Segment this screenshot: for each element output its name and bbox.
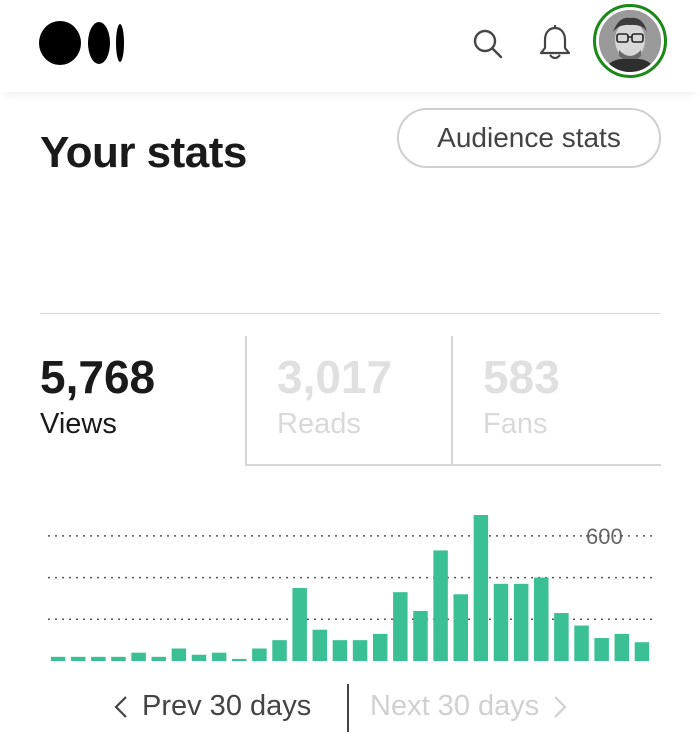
views-label: Views xyxy=(40,408,117,440)
chart-bar[interactable] xyxy=(493,583,509,661)
top-navigation-bar xyxy=(0,0,700,92)
fans-count: 583 xyxy=(483,351,560,403)
audience-stats-button[interactable]: Audience stats xyxy=(397,108,661,168)
search-icon[interactable] xyxy=(470,26,506,62)
tab-fans[interactable]: 583 Fans xyxy=(451,336,661,466)
reads-label: Reads xyxy=(277,408,361,440)
reads-count: 3,017 xyxy=(277,351,393,403)
next-label: Next 30 days xyxy=(370,690,540,722)
chart-bar[interactable] xyxy=(252,648,267,661)
chevron-right-icon xyxy=(554,695,567,718)
pager-separator xyxy=(347,684,349,732)
chart-bar[interactable] xyxy=(232,658,247,661)
chart-bar[interactable] xyxy=(393,592,408,661)
chart-bar[interactable] xyxy=(171,648,187,661)
avatar-button[interactable] xyxy=(593,4,667,78)
chart-bar[interactable] xyxy=(433,550,448,661)
chart-bar[interactable] xyxy=(634,642,650,661)
prev-30-days-button[interactable]: Prev 30 days xyxy=(114,690,311,723)
divider xyxy=(40,313,660,314)
chart-bar[interactable] xyxy=(614,633,630,661)
chart-bar[interactable] xyxy=(272,640,287,661)
chart-bar[interactable] xyxy=(473,515,489,661)
page-title: Your stats xyxy=(40,128,247,177)
gridline-label-bg xyxy=(584,521,636,548)
chart-bar[interactable] xyxy=(453,594,468,661)
chart-bar[interactable] xyxy=(534,577,549,661)
chart-bar[interactable] xyxy=(372,633,388,661)
avatar xyxy=(599,10,661,72)
chart-bar[interactable] xyxy=(91,656,106,661)
chart-bar[interactable] xyxy=(50,656,66,661)
chart-bar[interactable] xyxy=(332,640,348,661)
chart-bar[interactable] xyxy=(191,654,207,661)
pagination: Prev 30 days Next 30 days xyxy=(0,684,700,734)
chart-bar[interactable] xyxy=(312,629,328,661)
chart-bar[interactable] xyxy=(554,613,569,661)
gridline-label: 600 xyxy=(586,524,623,549)
chart-bar[interactable] xyxy=(352,640,368,661)
chart-bar[interactable] xyxy=(70,656,86,661)
chevron-left-icon xyxy=(114,695,127,718)
tab-views[interactable]: 5,768 Views xyxy=(40,336,245,466)
medium-logo[interactable] xyxy=(38,20,128,66)
views-count: 5,768 xyxy=(40,351,156,403)
bell-icon[interactable] xyxy=(538,24,572,62)
chart-bar[interactable] xyxy=(292,588,307,661)
chart-bar[interactable] xyxy=(594,638,609,661)
chart-bar[interactable] xyxy=(513,583,529,661)
views-bar-chart: 600 xyxy=(48,515,652,661)
chart-bar[interactable] xyxy=(574,625,589,661)
prev-label: Prev 30 days xyxy=(142,690,312,722)
chart-bar[interactable] xyxy=(211,652,227,661)
chart-bar[interactable] xyxy=(111,656,126,661)
chart-bar[interactable] xyxy=(151,656,166,661)
chart-bar[interactable] xyxy=(413,610,428,661)
next-30-days-button[interactable]: Next 30 days xyxy=(370,690,567,723)
tab-reads[interactable]: 3,017 Reads xyxy=(245,336,451,466)
chart-bar[interactable] xyxy=(131,652,146,661)
fans-label: Fans xyxy=(483,408,548,440)
